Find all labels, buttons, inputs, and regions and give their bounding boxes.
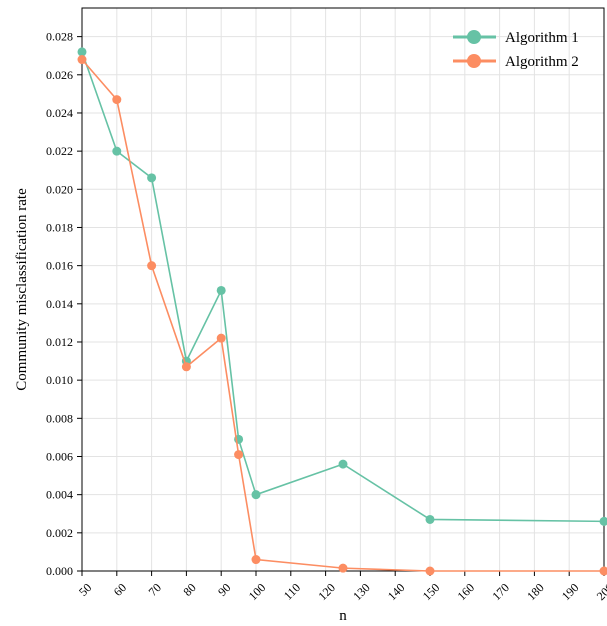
y-tick-label: 0.016: [46, 259, 73, 273]
data-point: [338, 459, 348, 469]
y-tick-label: 0.008: [46, 411, 73, 425]
x-tick-label: 80: [180, 580, 198, 598]
data-point: [77, 47, 87, 57]
series-1: [77, 47, 607, 526]
series-group: [77, 47, 607, 576]
x-tick-label: 170: [489, 580, 512, 603]
x-tick-label: 160: [455, 580, 478, 603]
data-point: [112, 146, 122, 156]
data-point: [216, 333, 226, 343]
y-tick-label: 0.002: [46, 526, 73, 540]
x-tick-label: 50: [76, 580, 94, 598]
grid: [81, 8, 605, 572]
y-tick-label: 0.028: [46, 30, 73, 44]
legend-label: Algorithm 1: [505, 30, 579, 46]
x-tick-label: 200: [594, 580, 607, 603]
y-axis-title: Community misclassification rate: [14, 188, 30, 391]
x-tick-label: 190: [559, 580, 582, 603]
data-point: [147, 173, 157, 183]
data-point: [147, 261, 157, 271]
data-point: [77, 55, 87, 65]
x-axis-title: n: [339, 608, 347, 624]
x-tick-label: 70: [146, 580, 164, 598]
x-tick-label: 150: [420, 580, 443, 603]
legend: Algorithm 1 Algorithm 2: [453, 30, 579, 70]
legend-label: Algorithm 2: [505, 54, 579, 70]
y-tick-label: 0.004: [46, 488, 73, 502]
x-tick-label: 100: [246, 580, 269, 603]
legend-marker: [467, 54, 481, 68]
x-tick-label: 60: [111, 580, 129, 598]
y-tick-label: 0.012: [46, 335, 73, 349]
data-point: [234, 450, 244, 460]
x-tick-label: 90: [215, 580, 233, 598]
y-tick-label: 0.026: [46, 68, 73, 82]
y-tick-label: 0.000: [46, 564, 73, 578]
data-point: [599, 566, 607, 576]
data-point: [216, 285, 226, 295]
y-tick-label: 0.006: [46, 449, 73, 463]
y-tick-label: 0.018: [46, 220, 73, 234]
data-point: [181, 362, 191, 372]
x-tick-label: 110: [281, 580, 303, 602]
x-tick-label: 180: [524, 580, 547, 603]
x-axis: 50 60 70 80 90 100 110 120 130 140 150 160 170 180 190…: [76, 571, 607, 603]
series-line: [81, 51, 605, 523]
series-2: [77, 55, 607, 576]
data-point: [425, 566, 435, 576]
data-point: [599, 516, 607, 526]
y-tick-label: 0.010: [46, 373, 73, 387]
legend-marker: [467, 30, 481, 44]
y-tick-label: 0.022: [46, 144, 73, 158]
data-point: [425, 514, 435, 524]
data-point: [112, 95, 122, 105]
y-tick-label: 0.014: [46, 297, 73, 311]
data-point: [251, 490, 261, 500]
series-line: [81, 59, 604, 572]
y-axis: 0.000 0.002 0.004 0.006 0.008 0.010 0.012 0.014…: [46, 30, 82, 578]
x-tick-label: 120: [315, 580, 338, 603]
x-tick-label: 130: [350, 580, 373, 603]
data-point: [251, 555, 261, 565]
y-tick-label: 0.020: [46, 182, 73, 196]
x-tick-label: 140: [385, 580, 408, 603]
y-tick-label: 0.024: [46, 106, 73, 120]
data-point: [338, 563, 348, 573]
